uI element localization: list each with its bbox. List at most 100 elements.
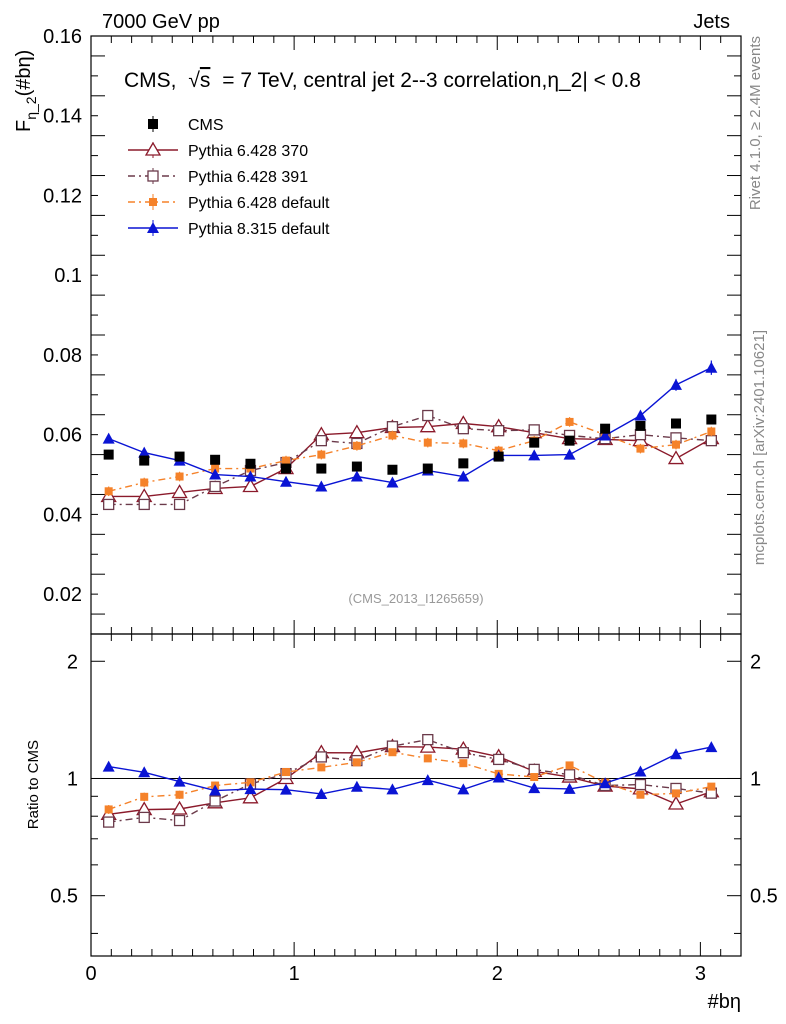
y-tick-label: 0.16 (43, 26, 82, 48)
point-pythia-6-428-391 (138, 498, 150, 511)
legend-entry-cms: CMS (148, 116, 224, 134)
ratio-point-pythia-8-315-default (705, 741, 718, 753)
y-label-sub: η_2 (23, 96, 39, 120)
side-label-bottom: mcplots.cern.ch [arXiv:2401.10621] (751, 330, 768, 565)
ratio-point-pythia-6-428-default (175, 790, 184, 799)
ratio-point-pythia-6-428-default (672, 789, 680, 798)
point-cms (210, 454, 221, 465)
point-pythia-6-428-default (317, 450, 326, 459)
ratio-point-pythia-8-315-default (492, 771, 505, 783)
ratio-point-pythia-6-428-default (530, 773, 539, 782)
chart-title: CMS, √s = 7 TeV, central jet 2--3 correl… (124, 69, 641, 92)
ratio-point-pythia-6-428-391 (563, 769, 576, 781)
ratio-point-pythia-8-315-default (350, 780, 363, 792)
point-pythia-6-428-370 (171, 484, 188, 499)
point-pythia-6-428-default (352, 441, 361, 450)
y-tick-label: 0.12 (43, 185, 82, 207)
ratio-point-pythia-6-428-391 (209, 795, 221, 807)
y-tick-label: 0.08 (43, 345, 82, 367)
legend-label-pythia-6-428-default: Pythia 6.428 default (188, 195, 330, 212)
ratio-point-pythia-6-428-391 (422, 733, 434, 746)
point-pythia-6-428-391 (386, 421, 399, 433)
ratio-point-pythia-6-428-default (282, 768, 290, 777)
title-sqrt: √ (188, 69, 200, 92)
ratio-point-pythia-6-428-370 (242, 789, 259, 804)
point-cms (245, 458, 256, 469)
ratio-point-pythia-8-315-default (421, 774, 434, 786)
ratio-point-pythia-8-315-default (457, 783, 470, 795)
ratio-series-pythia-6-428-391 (103, 733, 717, 828)
x-axis-label: #bη (708, 991, 741, 1013)
series-pythia-8-315-default (102, 360, 718, 492)
point-cms (351, 461, 362, 472)
y-axis-label-main: Fη_2(#bη) (13, 50, 39, 132)
header-right: Jets (693, 11, 730, 33)
ratio-point-pythia-8-315-default (386, 783, 399, 795)
legend-label-pythia-6-428-391: Pythia 6.428 391 (188, 169, 308, 186)
series-line-pythia-6-428-370 (108, 422, 712, 498)
point-pythia-6-428-default (636, 444, 645, 453)
ratio-point-pythia-6-428-default (388, 748, 397, 757)
ratio-point-pythia-8-315-default (280, 783, 292, 795)
point-pythia-8-315-default (457, 470, 470, 482)
analysis-watermark: (CMS_2013_I1265659) (348, 591, 483, 606)
ratio-point-pythia-8-315-default (528, 782, 541, 794)
point-pythia-6-428-391 (103, 498, 115, 511)
ratio-point-pythia-6-428-default (246, 778, 255, 787)
y-label-tail: (#bη) (13, 50, 35, 97)
ratio-point-pythia-6-428-default (707, 782, 716, 791)
ratio-tick-label-right: 1 (750, 768, 761, 790)
y-tick-label: 0.06 (43, 425, 82, 447)
series-pythia-6-428-default (104, 417, 716, 497)
ratio-line-pythia-6-428-default (108, 751, 712, 811)
y-axis-label-ratio: Ratio to CMS (25, 740, 42, 829)
point-cms (635, 420, 646, 431)
point-pythia-6-428-370 (348, 424, 366, 439)
ratio-point-pythia-6-428-391 (315, 751, 327, 763)
point-pythia-8-315-default (705, 361, 718, 373)
y-tick-label: 0.04 (43, 504, 82, 526)
ratio-point-pythia-8-315-default (173, 775, 186, 787)
point-pythia-8-315-default (209, 468, 222, 480)
point-cms (529, 437, 540, 448)
point-pythia-6-428-370 (242, 478, 259, 493)
point-pythia-6-428-default (388, 431, 397, 440)
ratio-point-pythia-6-428-391 (457, 747, 469, 759)
series-pythia-6-428-370 (100, 415, 720, 503)
point-cms (281, 463, 291, 474)
point-pythia-8-315-default (670, 378, 682, 390)
series-cms (103, 414, 717, 475)
ratio-point-pythia-6-428-391 (634, 778, 647, 791)
ratio-point-pythia-6-428-default (140, 792, 149, 801)
point-pythia-6-428-default (140, 478, 149, 487)
header-left: 7000 GeV pp (102, 11, 220, 33)
point-pythia-6-428-391 (493, 425, 505, 437)
point-pythia-6-428-default (672, 440, 680, 449)
legend-marker-pythia-8-315-default (147, 222, 159, 233)
title-suffix: = 7 TeV, central jet 2--3 correlation,η_… (222, 69, 641, 92)
point-pythia-6-428-370 (419, 418, 436, 433)
legend-marker-pythia-6-428-370 (144, 141, 162, 156)
ratio-tick-label-right: 0.5 (750, 886, 778, 908)
ratio-point-pythia-6-428-default (104, 805, 113, 814)
point-cms (493, 451, 504, 462)
point-pythia-8-315-default (350, 470, 363, 482)
point-cms (174, 451, 185, 462)
point-pythia-6-428-391 (528, 424, 540, 436)
point-pythia-6-428-370 (667, 450, 685, 465)
series-line-pythia-6-428-default (108, 421, 712, 492)
point-pythia-6-428-default (423, 438, 432, 447)
ratio-tick-label-right: 2 (750, 651, 761, 673)
ratio-series-pythia-6-428-370 (100, 738, 720, 820)
point-pythia-6-428-default (459, 439, 468, 448)
ratio-line-pythia-8-315-default (108, 746, 712, 795)
ratio-point-pythia-8-315-default (244, 783, 257, 795)
ratio-point-pythia-6-428-370 (419, 738, 436, 753)
ratio-point-pythia-8-315-default (138, 766, 151, 778)
side-label-top: Rivet 4.1.0, ≥ 2.4M events (747, 36, 764, 210)
point-pythia-6-428-default (175, 472, 184, 481)
y-tick-label: 0.14 (43, 106, 82, 128)
ratio-point-pythia-6-428-default (317, 763, 326, 772)
axis-ticks (90, 35, 742, 956)
